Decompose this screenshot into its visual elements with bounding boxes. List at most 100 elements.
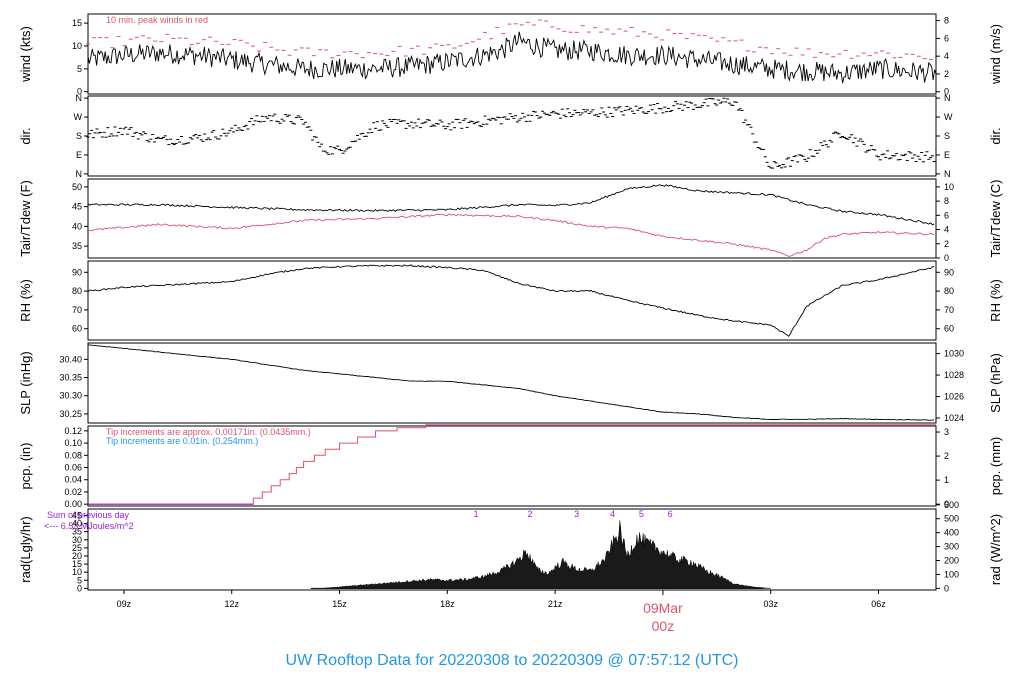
rad-left-tick-label: 40 bbox=[72, 519, 82, 529]
slp-left-tick-label: 30.25 bbox=[59, 409, 82, 419]
x-tick-label: 06z bbox=[871, 599, 886, 609]
rad-right-tick-label: 0 bbox=[944, 583, 949, 593]
wind-ylabel-right: wind (m/s) bbox=[988, 24, 1003, 85]
pcp-left-tick-label: 0.10 bbox=[64, 438, 82, 448]
rad-left-tick-label: 15 bbox=[72, 559, 82, 569]
pcp-step-line bbox=[88, 424, 936, 505]
pcp-ylabel-right: pcp. (mm) bbox=[988, 437, 1003, 496]
temp-right-tick-label: 10 bbox=[944, 182, 954, 192]
temp-right-tick-label: 4 bbox=[944, 225, 949, 235]
rh-left-tick-label: 90 bbox=[72, 267, 82, 277]
rh-right-tick-label: 90 bbox=[944, 267, 954, 277]
rh-ylabel-left: RH (%) bbox=[18, 279, 33, 322]
rad-left-tick-label: 0 bbox=[77, 583, 82, 593]
slp-left-tick-label: 30.30 bbox=[59, 391, 82, 401]
wind-frame bbox=[87, 13, 937, 95]
slp-frame bbox=[87, 342, 937, 424]
rad-ylabel-right: rad (W/m^2) bbox=[988, 514, 1003, 585]
rad-right-tick-label: 200 bbox=[944, 556, 959, 566]
tdew-line bbox=[87, 213, 935, 257]
temp-ylabel-right: Tair/Tdew (C) bbox=[988, 179, 1003, 257]
rad-annotation-line2: <--- 6.53 MJoules/m^2 bbox=[44, 521, 134, 531]
wind-left-tick-label: 5 bbox=[77, 64, 82, 74]
wind-right-tick-label: 2 bbox=[944, 69, 949, 79]
rad-marker-2: 2 bbox=[527, 509, 532, 519]
rh-line bbox=[87, 264, 935, 337]
temp-right-tick-label: 2 bbox=[944, 239, 949, 249]
rad-marker-6: 6 bbox=[668, 509, 673, 519]
dir-right-tick-label: E bbox=[944, 150, 950, 160]
dir-left-tick-label: E bbox=[76, 150, 82, 160]
dir-left-tick-label: W bbox=[74, 112, 83, 122]
pcp-left-tick-label: 0.00 bbox=[64, 499, 82, 509]
slp-right-tick-label: 1026 bbox=[944, 392, 964, 402]
rad-left-tick-label: 45 bbox=[72, 510, 82, 520]
rh-right-tick-label: 60 bbox=[944, 324, 954, 334]
rad-frame bbox=[87, 508, 937, 591]
rh-right-tick-label: 70 bbox=[944, 305, 954, 315]
x-tick-label: 21z bbox=[548, 599, 563, 609]
dir-frame bbox=[87, 95, 937, 177]
slp-line bbox=[88, 344, 935, 421]
pcp-right-tick-label: 1 bbox=[944, 475, 949, 485]
temp-right-tick-label: 8 bbox=[944, 196, 949, 206]
temp-frame bbox=[87, 178, 937, 259]
x-date-label: 09Mar bbox=[643, 600, 683, 616]
pcp-annotation-red: Tip increments are approx. 0.00171in. (0… bbox=[106, 427, 311, 437]
dir-left-tick-label: N bbox=[76, 93, 83, 103]
x-tick-label: 09z bbox=[117, 599, 132, 609]
rh-frame bbox=[87, 260, 937, 341]
dir-right-tick-label: N bbox=[944, 93, 951, 103]
pcp-annotation-blue: Tip increments are 0.01in. (0.254mm.) bbox=[106, 436, 258, 446]
temp-ylabel-left: Tair/Tdew (F) bbox=[18, 180, 33, 257]
wind-right-tick-label: 0 bbox=[944, 87, 949, 97]
panel-temp: 35 40 45 50 0 2 4 6 8 10 Tair/Tdew (F) Tair/Tdew (C… bbox=[18, 178, 1003, 263]
pcp-left-tick-label: 0.08 bbox=[64, 450, 82, 460]
rh-ylabel-right: RH (%) bbox=[988, 279, 1003, 322]
panel-rad: 0510152025303540450100200300400500600rad… bbox=[18, 500, 1003, 594]
pcp-ylabel-left: pcp. (in) bbox=[18, 443, 33, 490]
temp-left-tick-label: 50 bbox=[72, 182, 82, 192]
pcp-left-tick-label: 0.06 bbox=[64, 463, 82, 473]
rad-marker-4: 4 bbox=[610, 509, 615, 519]
rad-marker-1: 1 bbox=[474, 509, 479, 519]
wind-right-tick-label: 8 bbox=[944, 16, 949, 26]
pcp-left-tick-label: 0.12 bbox=[64, 426, 82, 436]
wind-left-tick-label: 0 bbox=[77, 87, 82, 97]
rh-left-tick-label: 80 bbox=[72, 286, 82, 296]
wind-annotation: 10 min. peak winds in red bbox=[106, 15, 208, 25]
rad-ylabel-left: rad(Lgly/hr) bbox=[18, 516, 33, 582]
slp-left-tick-label: 30.35 bbox=[59, 373, 82, 383]
dir-left-tick-label: S bbox=[76, 131, 82, 141]
temp-left-tick-label: 45 bbox=[72, 202, 82, 212]
wind-right-tick-label: 4 bbox=[944, 51, 949, 61]
temp-left-tick-label: 40 bbox=[72, 221, 82, 231]
rad-marker-5: 5 bbox=[639, 509, 644, 519]
wind-right-tick-label: 6 bbox=[944, 33, 949, 43]
dir-ylabel-right: dir. bbox=[988, 127, 1003, 144]
rad-left-tick-label: 20 bbox=[72, 551, 82, 561]
rh-left-tick-label: 60 bbox=[72, 324, 82, 334]
rad-left-tick-label: 5 bbox=[77, 575, 82, 585]
temp-left-tick-label: 35 bbox=[72, 241, 82, 251]
rad-right-tick-label: 100 bbox=[944, 569, 959, 579]
slp-right-tick-label: 1030 bbox=[944, 349, 964, 359]
dir-ylabel-left: dir. bbox=[18, 127, 33, 144]
pcp-frame bbox=[87, 425, 937, 507]
x-tick-label: 12z bbox=[224, 599, 239, 609]
rad-left-tick-label: 10 bbox=[72, 567, 82, 577]
x-axis: 09z 12z 15z 18z 21z 03z 06z 09Mar 00z bbox=[117, 590, 886, 634]
dir-right-tick-label: N bbox=[944, 169, 951, 179]
panel-slp: 30.25 30.30 30.35 30.40 1024 1026 1028 1030 SLP … bbox=[18, 342, 1003, 424]
pcp-right-tick-label: 2 bbox=[944, 451, 949, 461]
rad-left-tick-label: 25 bbox=[72, 543, 82, 553]
footer-title: UW Rooftop Data for 20220308 to 20220309… bbox=[286, 652, 739, 669]
slp-right-tick-label: 1028 bbox=[944, 370, 964, 380]
slp-left-tick-label: 30.40 bbox=[59, 354, 82, 364]
dir-right-tick-label: S bbox=[944, 131, 950, 141]
slp-right-tick-label: 1024 bbox=[944, 413, 964, 423]
panel-wind: 0 5 10 15 0 2 4 6 8 wind (kts) wind (m/s) 10 min. p… bbox=[18, 13, 1003, 97]
pcp-left-tick-label: 0.02 bbox=[64, 487, 82, 497]
